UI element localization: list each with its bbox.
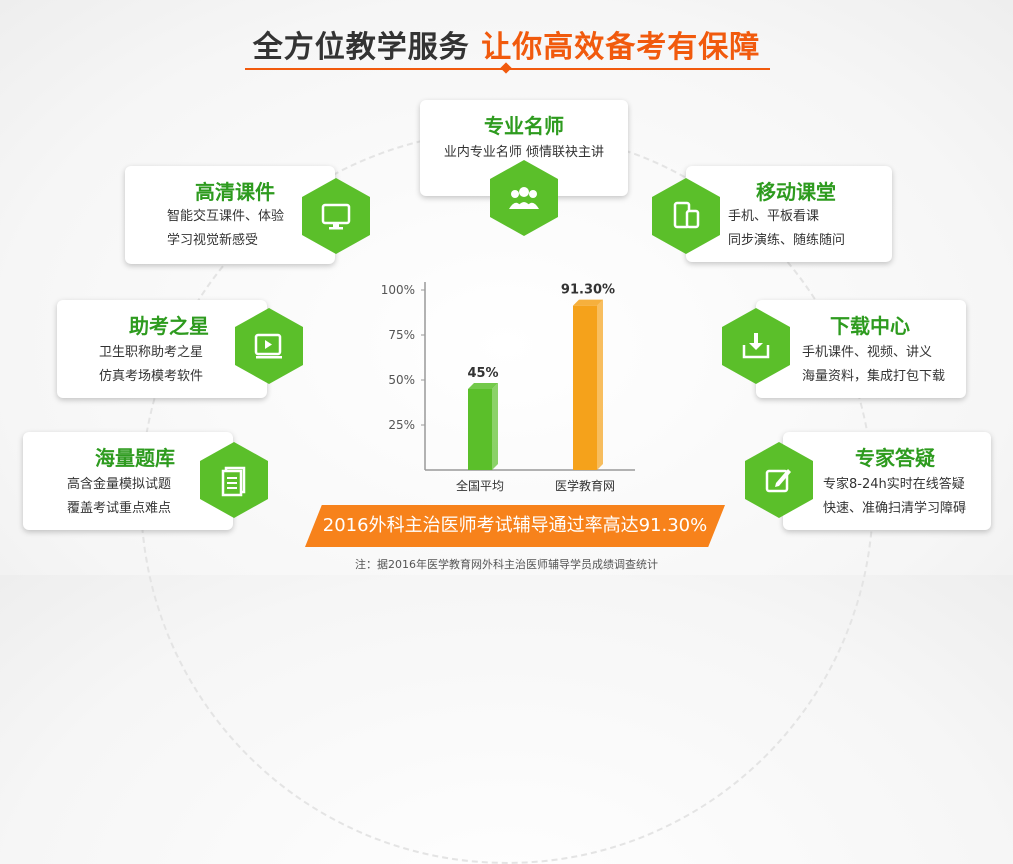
feature-desc-line2: 同步演练、随练随问 [728,233,846,248]
feature-desc-line1: 高含金量模拟试题 [67,477,172,492]
x-category-label: 医学教育网 [555,478,615,493]
feature-desc-line2: 覆盖考试重点难点 [67,501,172,516]
bar-data-label: 45% [467,366,498,381]
pass-rate-chart-svg: 25% 50% 75% 100% 45% 全国平均 91.30% 医学教育网 [381,282,635,493]
banner-text: 2016外科主治医师考试辅导通过率高达91.30% [322,515,708,536]
feature-title: 移动课堂 [756,180,836,204]
feature-desc-line2: 仿真考场模考软件 [99,369,204,384]
pass-rate-banner: 2016外科主治医师考试辅导通过率高达91.30% [305,505,725,547]
feature-desc-line2: 海量资料，集成打包下载 [802,369,946,384]
feature-card-download: 下载中心 手机课件、视频、讲义 海量资料，集成打包下载 [756,300,966,398]
feature-title: 下载中心 [830,314,910,338]
y-tick-label: 50% [388,373,415,387]
bar-side [597,299,603,470]
bar-side [492,383,498,470]
feature-card-courseware: 高清课件 智能交互课件、体验 学习视觉新感受 [125,166,335,264]
x-category-label: 全国平均 [456,478,504,493]
feature-desc-line2: 学习视觉新感受 [167,233,259,248]
feature-title: 高清课件 [195,180,275,204]
feature-title: 专业名师 [484,114,564,138]
feature-desc-line2: 快速、准确扫清学习障碍 [823,501,967,516]
title-orange: 让你高效备考有保障 [481,30,761,65]
y-tick-label: 100% [381,283,415,297]
feature-desc: 业内专业名师 倾情联袂主讲 [443,145,605,160]
feature-card-expert: 专家答疑 专家8-24h实时在线答疑 快速、准确扫清学习障碍 [783,432,991,530]
monitor-icon [302,178,370,254]
bar-top [573,299,603,306]
y-tick-label: 75% [388,328,415,342]
feature-card-helper: 助考之星 卫生职称助考之星 仿真考场模考软件 [57,300,267,398]
feature-title: 专家答疑 [855,446,935,470]
feature-card-questions: 海量题库 高含金量模拟试题 覆盖考试重点难点 [23,432,233,530]
feature-desc-line1: 手机、平板看课 [728,209,820,224]
feature-title: 助考之星 [129,314,209,338]
feature-desc-line1: 手机课件、视频、讲义 [802,345,933,360]
bar [468,389,492,470]
banner-background [305,505,725,547]
bar [573,305,597,470]
bar-top [468,383,498,389]
feature-title: 海量题库 [95,446,175,470]
pass-rate-chart: 25% 50% 75% 100% 45% 全国平均 91.30% 医学教育网 [375,270,645,500]
y-tick-label: 25% [388,418,415,432]
feature-card-mobile: 移动课堂 手机、平板看课 同步演练、随练随问 [686,166,892,262]
feature-desc-line1: 卫生职称助考之星 [99,345,204,360]
footnote: 注：据2016年医学教育网外科主治医师辅导学员成绩调查统计 [355,558,658,571]
feature-desc-line1: 专家8-24h实时在线答疑 [823,477,965,492]
bar-data-label: 91.30% [561,283,615,298]
title-dark: 全方位教学服务 [252,30,470,65]
page-title: 全方位教学服务 让你高效备考有保障 [0,22,1013,66]
feature-desc-line1: 智能交互课件、体验 [167,209,285,224]
